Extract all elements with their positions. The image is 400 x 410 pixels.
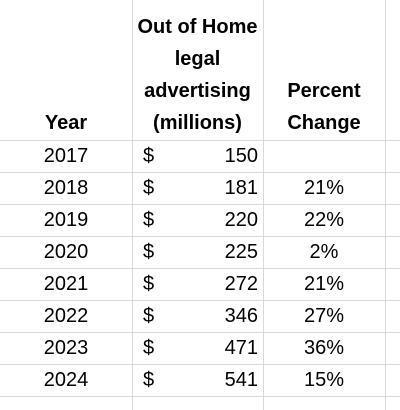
column-divider — [385, 0, 386, 410]
row-divider — [0, 396, 400, 397]
row-divider — [0, 140, 400, 141]
cell-pct[interactable]: 21% — [303, 177, 345, 199]
cell-amount[interactable]: 150 — [224, 145, 258, 167]
header-ooh-line1[interactable]: Out of Home — [137, 16, 258, 38]
cell-year[interactable]: 2019 — [43, 209, 89, 231]
cell-currency: $ — [143, 305, 155, 327]
header-ooh-line3[interactable]: advertising — [144, 80, 251, 102]
row-divider — [0, 172, 400, 173]
cell-currency: $ — [143, 145, 155, 167]
cell-pct[interactable]: 2% — [309, 241, 339, 263]
cell-pct[interactable] — [263, 140, 385, 172]
header-pct-line2[interactable]: Change — [287, 112, 361, 134]
cell-amount[interactable]: 346 — [224, 305, 258, 327]
cell-amount[interactable]: 471 — [224, 337, 258, 359]
cell-amount[interactable]: 181 — [224, 177, 258, 199]
cell-pct[interactable]: 36% — [303, 337, 345, 359]
cell-pct[interactable]: 15% — [303, 369, 345, 391]
row-divider — [0, 236, 400, 237]
column-divider — [132, 0, 133, 410]
cell-currency: $ — [143, 369, 155, 391]
cell-currency: $ — [143, 241, 155, 263]
column-divider — [263, 0, 264, 410]
cell-year[interactable]: 2017 — [43, 145, 89, 167]
header-pct-line1[interactable]: Percent — [287, 80, 361, 102]
cell-amount[interactable]: 272 — [224, 273, 258, 295]
cell-currency: $ — [143, 177, 155, 199]
cell-year[interactable]: 2023 — [43, 337, 89, 359]
cell-currency: $ — [143, 209, 155, 231]
cell-amount[interactable]: 225 — [224, 241, 258, 263]
cell-year[interactable]: 2020 — [43, 241, 89, 263]
cell-pct[interactable]: 27% — [303, 305, 345, 327]
row-divider — [0, 204, 400, 205]
cell-year[interactable]: 2024 — [43, 369, 89, 391]
cell-pct[interactable]: 21% — [303, 273, 345, 295]
cell-year[interactable]: 2021 — [43, 273, 89, 295]
cell-year[interactable]: 2018 — [43, 177, 89, 199]
row-divider — [0, 300, 400, 301]
cell-year[interactable]: 2022 — [43, 305, 89, 327]
header-ooh-line2[interactable]: legal — [174, 48, 221, 70]
cell-amount[interactable]: 541 — [224, 369, 258, 391]
cell-amount[interactable]: 220 — [224, 209, 258, 231]
row-divider — [0, 364, 400, 365]
header-year[interactable]: Year — [44, 112, 88, 134]
cell-currency: $ — [143, 337, 155, 359]
row-divider — [0, 268, 400, 269]
row-divider — [0, 332, 400, 333]
cell-currency: $ — [143, 273, 155, 295]
header-ooh-line4[interactable]: (millions) — [153, 112, 242, 134]
cell-pct[interactable]: 22% — [303, 209, 345, 231]
